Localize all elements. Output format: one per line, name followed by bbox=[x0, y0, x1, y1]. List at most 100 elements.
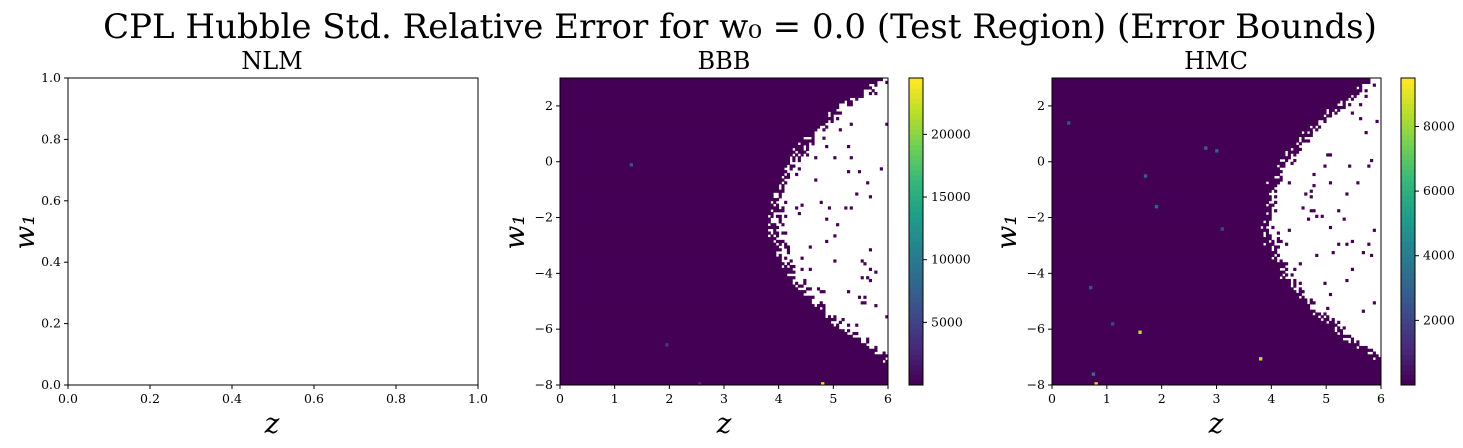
heatmap-row-segment bbox=[1052, 103, 1338, 107]
ytick-label: 0.4 bbox=[41, 254, 61, 269]
heatmap-row-segment bbox=[847, 144, 851, 149]
heatmap-row-segment bbox=[792, 156, 796, 160]
heatmap-row-segment bbox=[1348, 103, 1352, 107]
heatmap-row-segment bbox=[560, 211, 774, 216]
heatmap-row-segment bbox=[800, 142, 810, 146]
colorbar-segment bbox=[909, 164, 923, 171]
heatmap-row-segment bbox=[560, 117, 834, 121]
heatmap-row-segment bbox=[1052, 91, 1360, 96]
heatmap-row-segment bbox=[560, 91, 864, 96]
panel-hmc: HMC 0 1 2 3 4 5 6 −8 −6 −4 −2 0 2 z w₁ 2000 4000 6000… bbox=[990, 47, 1455, 440]
colorbar-segment bbox=[1401, 308, 1415, 314]
heatmap-row-segment bbox=[1375, 357, 1382, 361]
heatmap-row-segment bbox=[560, 312, 826, 316]
heatmap-row-segment bbox=[560, 253, 777, 258]
heatmap-row-segment bbox=[1052, 94, 1352, 98]
heatmap-row-segment bbox=[1052, 276, 1280, 280]
heatmap-row-segment bbox=[1052, 373, 1382, 378]
heatmap-row-segment bbox=[781, 231, 788, 235]
heatmap-row-segment bbox=[560, 287, 799, 291]
ytick-label: 0.2 bbox=[41, 316, 61, 331]
heatmap-row-segment bbox=[560, 195, 774, 199]
heatmap-row-segment bbox=[800, 256, 804, 260]
heatmap-row-segment bbox=[1052, 362, 1382, 366]
colorbar-segment bbox=[1401, 298, 1415, 304]
colorbar-segment bbox=[1401, 379, 1415, 386]
heatmap-row-segment bbox=[1345, 242, 1349, 246]
xtick-label: 0.2 bbox=[140, 391, 160, 406]
heatmap-row-segment bbox=[1052, 178, 1283, 182]
heatmap-row-segment bbox=[806, 287, 812, 291]
heatmap-row-segment bbox=[1301, 139, 1311, 143]
colorbar-segment bbox=[909, 262, 923, 268]
colorbar-segment bbox=[1401, 328, 1415, 335]
heatmap-row-segment bbox=[1052, 139, 1300, 143]
heatmap-row-segment bbox=[789, 167, 793, 171]
xtick-label: 2 bbox=[1158, 391, 1166, 406]
heatmap-row-segment bbox=[560, 94, 864, 98]
heatmap-row-segment bbox=[770, 214, 774, 218]
heatmap-row-segment bbox=[1052, 371, 1382, 375]
heatmap-row-segment bbox=[806, 144, 810, 149]
heatmap-row-segment bbox=[560, 343, 867, 347]
heatmap-row-segment bbox=[1282, 276, 1286, 280]
heatmap-row-segment bbox=[560, 362, 889, 366]
heatmap-row-segment bbox=[863, 262, 867, 266]
heatmap-row-segment bbox=[847, 170, 851, 174]
heatmap-row-segment bbox=[1052, 206, 1272, 210]
colorbar-segment bbox=[909, 313, 923, 319]
heatmap-row-segment bbox=[560, 125, 821, 129]
colorbar-segment bbox=[909, 83, 923, 89]
heatmap-row-segment bbox=[786, 248, 790, 252]
panel-hmc-ylabel: w₁ bbox=[990, 214, 1023, 249]
colorbar-segment bbox=[1401, 277, 1415, 284]
heatmap-row-segment bbox=[1268, 203, 1275, 207]
heatmap-row-segment bbox=[838, 320, 842, 324]
heatmap-row-segment bbox=[1315, 214, 1319, 218]
heatmap-row-segment bbox=[833, 156, 837, 160]
heatmap-row-segment bbox=[1326, 315, 1330, 319]
heatmap-row-segment bbox=[1052, 80, 1371, 84]
heatmap-row-segment bbox=[827, 315, 831, 319]
heatmap-row-segment bbox=[1052, 198, 1272, 202]
heatmap-row-segment bbox=[1052, 114, 1324, 118]
heatmap-row-segment bbox=[1326, 114, 1333, 118]
colorbar-segment bbox=[909, 211, 923, 217]
colorbar-segment bbox=[909, 170, 923, 176]
heatmap-row-segment bbox=[560, 144, 804, 149]
colorbar-segment bbox=[909, 364, 923, 371]
xtick-label: 0.4 bbox=[222, 391, 242, 406]
heatmap-row-segment bbox=[789, 164, 796, 168]
colorbar-segment bbox=[909, 231, 923, 238]
colorbar-segment bbox=[909, 185, 923, 192]
heatmap-row-segment bbox=[1052, 287, 1294, 291]
heatmap-row-segment bbox=[1052, 306, 1311, 311]
colorbar-segment bbox=[1401, 180, 1415, 186]
heatmap-row-segment bbox=[1293, 284, 1297, 288]
panel-hmc-heatmap bbox=[1052, 78, 1382, 386]
heatmap-row-segment bbox=[1052, 320, 1327, 324]
heatmap-row-segment bbox=[1287, 228, 1291, 232]
ytick-label: −2 bbox=[535, 210, 553, 225]
heatmap-row-segment bbox=[1052, 340, 1349, 344]
heatmap-row-segment bbox=[560, 158, 790, 163]
heatmap-row-segment bbox=[560, 172, 785, 177]
colorbar-segment bbox=[1401, 338, 1415, 345]
heatmap-row-segment bbox=[1052, 144, 1300, 149]
heatmap-row-segment bbox=[1342, 326, 1346, 330]
heatmap-row-segment bbox=[863, 295, 867, 299]
heatmap-row-segment bbox=[795, 172, 799, 177]
heatmap-row-segment bbox=[1323, 281, 1327, 285]
xtick-label: 3 bbox=[1213, 391, 1221, 406]
heatmap-row-segment bbox=[1285, 158, 1289, 163]
heatmap-row-segment bbox=[1052, 239, 1269, 244]
heatmap-row-segment bbox=[1287, 181, 1291, 185]
heatmap-row-segment bbox=[1342, 100, 1346, 104]
xtick-label: 0 bbox=[556, 391, 564, 406]
heatmap-row-segment bbox=[1312, 184, 1316, 188]
xtick-label: 6 bbox=[1377, 391, 1385, 406]
heatmap-row-segment bbox=[1052, 136, 1300, 140]
colorbar-segment bbox=[1401, 144, 1415, 151]
heatmap-row-segment bbox=[1285, 273, 1289, 277]
